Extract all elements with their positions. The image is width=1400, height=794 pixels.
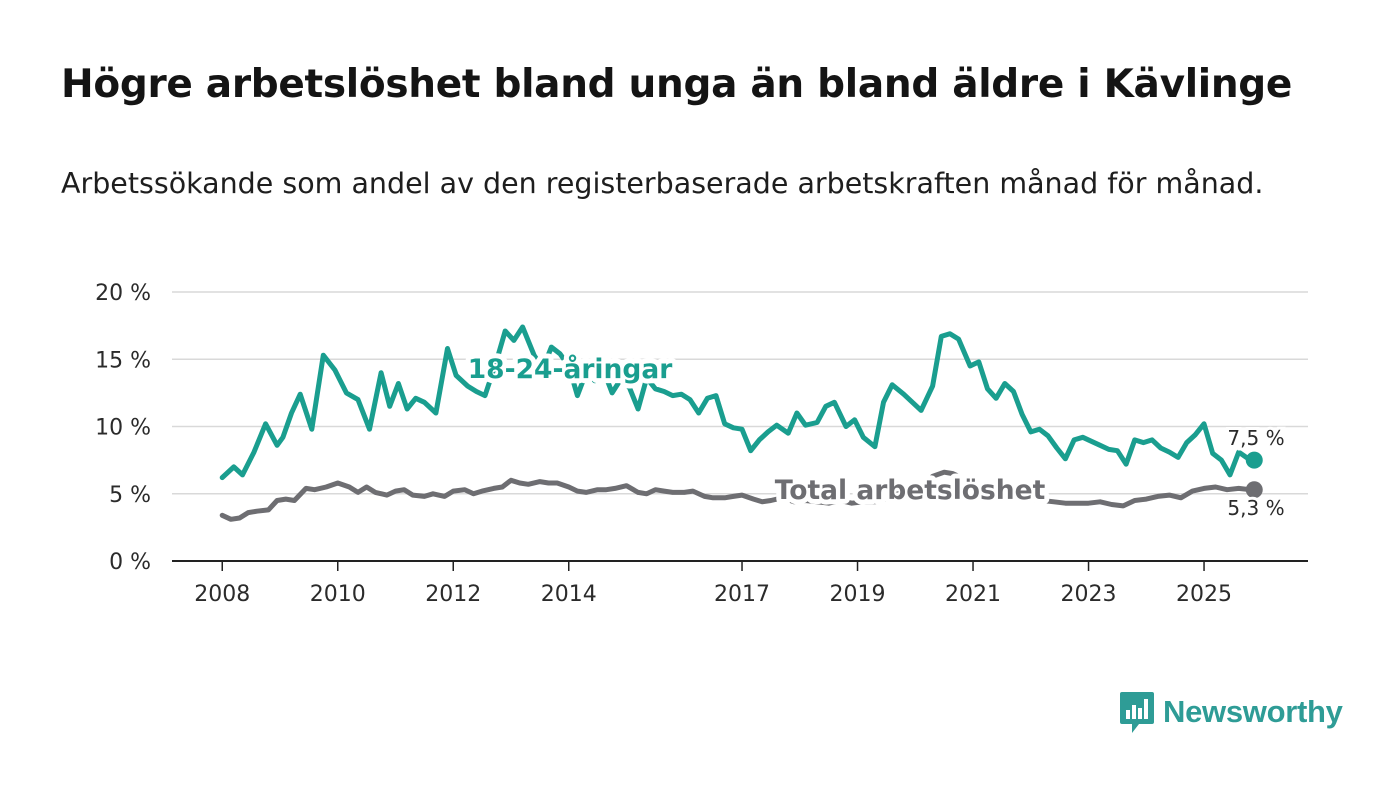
end-point-total (1245, 481, 1263, 499)
x-axis-ticks: 2008 2010 2012 2014 2017 2019 2021 2023 2025 (194, 561, 1232, 607)
x-tick-label: 2010 (310, 582, 366, 607)
chart-subtitle: Arbetssökande som andel av den registerb… (61, 167, 1264, 200)
x-tick-label: 2008 (194, 582, 250, 607)
y-tick-label: 5 % (109, 483, 151, 508)
series-label-total: Total arbetslöshet (775, 475, 1046, 506)
x-tick-label: 2017 (714, 582, 770, 607)
x-tick-label: 2025 (1176, 582, 1232, 607)
x-tick-label: 2021 (945, 582, 1001, 607)
end-point-youth (1245, 451, 1263, 469)
x-tick-label: 2023 (1061, 582, 1117, 607)
chart-title: Högre arbetslöshet bland unga än bland ä… (61, 62, 1293, 107)
x-tick-label: 2012 (425, 582, 481, 607)
series-label-youth: 18-24-åringar (468, 353, 673, 385)
series-line-youth (219, 324, 1253, 481)
y-tick-label: 15 % (95, 348, 151, 373)
series-labels: 18-24-åringar Total arbetslöshet 7,5 % 5,3 … (463, 348, 1288, 523)
series-lines (219, 324, 1263, 522)
newsworthy-logo-icon (1120, 692, 1154, 733)
end-label-youth: 7,5 % (1227, 426, 1284, 450)
y-axis-ticks: 0 % 5 % 10 % 15 % 20 % (95, 281, 151, 575)
y-tick-label: 20 % (95, 281, 151, 306)
x-tick-label: 2014 (541, 582, 597, 607)
brand-logo: Newsworthy (1119, 690, 1343, 734)
series-line-total (219, 469, 1253, 522)
brand-name: Newsworthy (1163, 694, 1343, 729)
end-label-total: 5,3 % (1227, 496, 1284, 520)
x-tick-label: 2019 (830, 582, 886, 607)
y-tick-label: 10 % (95, 416, 151, 441)
y-tick-label: 0 % (109, 550, 151, 575)
